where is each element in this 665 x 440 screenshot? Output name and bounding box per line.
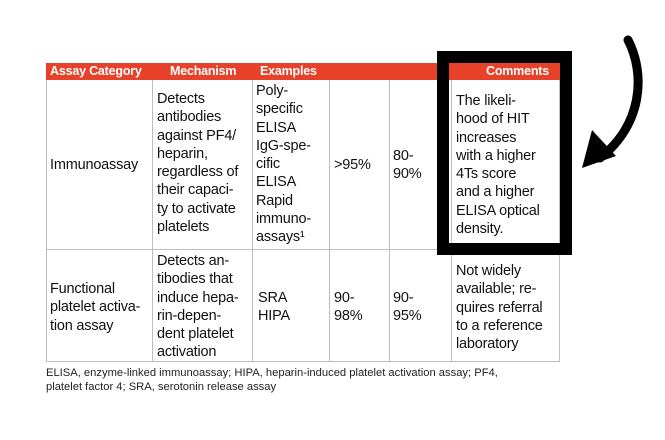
- cell-category-functional: Functional platelet activa- tion assay: [50, 281, 141, 334]
- cell-sensitivity-immunoassay: >95%: [334, 157, 371, 173]
- column-divider: [329, 80, 330, 362]
- header-comments: Comments: [486, 64, 549, 78]
- highlight-box: [437, 51, 572, 255]
- row-divider: [46, 249, 560, 250]
- cell-category-immunoassay: Immunoassay: [50, 157, 139, 173]
- table-bottom-border: [46, 361, 560, 362]
- cell-specificity-functional: 90- 95%: [393, 290, 422, 325]
- cell-examples-functional: SRA HIPA: [258, 290, 290, 325]
- table-footnote: ELISA, enzyme-linked immunoassay; HIPA, …: [46, 367, 498, 393]
- cell-comments-functional: Not widely available; re- quires referra…: [456, 263, 543, 353]
- column-divider: [252, 80, 253, 362]
- cell-examples-immunoassay: Poly- specific ELISA IgG-spe- cific ELIS…: [256, 83, 311, 246]
- cell-comments-immunoassay: The likeli- hood of HIT increases with a…: [456, 93, 540, 238]
- table-header: Assay Category Mechanism Examples Commen…: [46, 63, 560, 80]
- cell-mechanism-functional: Detects an- tibodies that induce hepa- r…: [157, 253, 239, 361]
- header-mechanism: Mechanism: [170, 64, 237, 78]
- table-left-border: [46, 80, 47, 362]
- header-assay-category: Assay Category: [50, 64, 142, 78]
- header-examples: Examples: [260, 64, 317, 78]
- curved-arrow-icon: [582, 35, 643, 168]
- cell-mechanism-immunoassay: Detects antibodies against PF4/ heparin,…: [157, 91, 239, 236]
- column-divider: [152, 80, 153, 362]
- table-right-border: [559, 80, 560, 362]
- cell-sensitivity-functional: 90- 98%: [334, 290, 363, 325]
- cell-specificity-immunoassay: 80- 90%: [393, 148, 422, 183]
- column-divider: [389, 80, 390, 362]
- column-divider: [451, 80, 452, 362]
